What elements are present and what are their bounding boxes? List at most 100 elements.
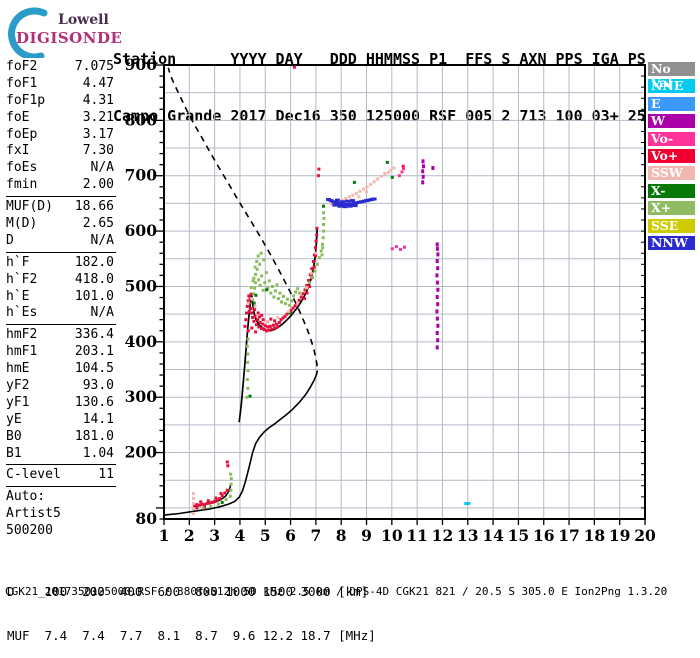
profile-bottomside xyxy=(164,370,319,516)
param-label: C-level xyxy=(6,467,61,483)
param-label: foE xyxy=(6,109,30,125)
x-axis-label: 17 xyxy=(558,526,580,545)
echo-vo-minus xyxy=(390,167,406,251)
param-row-fof1p: foF1p 4.31 xyxy=(6,93,114,110)
param-row-hmf2: hmF2 336.4 xyxy=(6,327,114,344)
param-row-fxi: fxI 7.30 xyxy=(6,143,114,160)
param-label: foEp xyxy=(6,126,38,142)
doppler-direction-legend: No ValNNE EW Vo- Vo+ SSW X- X+ SSE NNW xyxy=(648,62,695,253)
scaled-parameters-panel: foF2 7.075 foF1 4.47 foF1p 4.31 foE 3.21 foEp 3.1… xyxy=(6,59,116,540)
y-axis-label: 300 xyxy=(125,387,158,406)
plot-frame xyxy=(163,64,646,520)
param-label: foF1p xyxy=(6,92,46,108)
legend-item-nnw: NNW xyxy=(648,235,695,250)
param-value: 4.47 xyxy=(82,75,114,91)
param-label: D xyxy=(6,232,14,248)
param-label: foEs xyxy=(6,160,38,176)
param-value: 14.1 xyxy=(82,411,114,427)
param-label: h`F2 xyxy=(6,271,38,287)
param-row-ye: yE 14.1 xyxy=(6,412,114,429)
param-label: B0 xyxy=(6,428,22,444)
x-axis-label: 12 xyxy=(432,526,454,545)
param-row-foes: foEs N/A xyxy=(6,160,114,177)
param-value: 2.00 xyxy=(82,177,114,193)
legend-item-no-val: No Val xyxy=(648,62,695,90)
legend-item-x-: X+ xyxy=(648,201,695,216)
x-axis-label: 14 xyxy=(482,526,504,545)
param-label: foF1 xyxy=(6,75,38,91)
param-row-foep: foEp 3.17 xyxy=(6,127,114,144)
x-axis-label: 20 xyxy=(634,526,656,545)
param-value: 4.31 xyxy=(82,92,114,108)
param-value: 7.075 xyxy=(74,59,114,74)
param-value: N/A xyxy=(90,305,114,321)
param-row-hf: h`F 182.0 xyxy=(6,255,114,272)
param-label: yE xyxy=(6,411,22,427)
param-value: 7.30 xyxy=(82,143,114,159)
muf-distance-table: D 100 200 400 600 800 1000 1500 3000 [km… xyxy=(7,556,376,658)
x-axis-label: 11 xyxy=(406,526,428,545)
echo-x-minus xyxy=(220,160,394,504)
param-label: fmin xyxy=(6,177,38,193)
x-axis-label: 1 xyxy=(159,526,170,545)
x-axis-label: 6 xyxy=(285,526,296,545)
param-label: yF1 xyxy=(6,394,30,410)
param-row-he: h`E 101.0 xyxy=(6,289,114,306)
param-row-fmin: fmin 2.00 xyxy=(6,177,114,194)
autoscaler-line: Artist5 xyxy=(6,506,61,522)
param-value: 3.17 xyxy=(82,126,114,142)
panel-divider xyxy=(6,486,116,488)
legend-item-ssw: SSW xyxy=(648,166,695,181)
y-axis-label: 900 xyxy=(125,55,158,74)
y-axis-label: 700 xyxy=(125,166,158,185)
muf-values-row: MUF 7.4 7.4 7.7 8.1 8.7 9.6 12.2 18.7 [M… xyxy=(7,627,376,643)
legend-item-sse: SSE xyxy=(648,218,695,233)
echo-w xyxy=(421,159,440,350)
panel-divider xyxy=(6,251,116,253)
y-axis-label: 500 xyxy=(125,276,158,295)
param-value: 101.0 xyxy=(74,288,114,304)
param-value: 2.65 xyxy=(82,216,114,232)
y-axis-label: 200 xyxy=(125,443,158,462)
y-axis-label: 80 xyxy=(135,509,157,528)
param-label: h`E xyxy=(6,288,30,304)
param-row-hmf1: hmF1 203.1 xyxy=(6,344,114,361)
param-row-d: D N/A xyxy=(6,233,114,250)
param-value: 130.6 xyxy=(74,394,114,410)
param-row-hes: h`Es N/A xyxy=(6,305,114,322)
param-label: hmE xyxy=(6,361,30,377)
param-value: 182.0 xyxy=(74,254,114,270)
param-value: 18.66 xyxy=(74,199,114,215)
param-value: 93.0 xyxy=(82,378,114,394)
echo-x-plus xyxy=(201,211,326,510)
echo-nne xyxy=(464,502,471,505)
param-value: 336.4 xyxy=(74,327,114,343)
x-axis-label: 5 xyxy=(260,526,271,545)
param-label: foF2 xyxy=(6,59,38,74)
param-row-mufd: MUF(D) 18.66 xyxy=(6,199,114,216)
x-axis-label: 19 xyxy=(609,526,631,545)
panel-divider xyxy=(6,464,116,466)
param-value: N/A xyxy=(90,160,114,176)
legend-item-vo-: Vo- xyxy=(648,131,695,146)
param-row-clevel: C-level 11 xyxy=(6,467,114,484)
logo-lowell-text: Lowell xyxy=(58,12,109,28)
x-axis-label: 10 xyxy=(381,526,403,545)
legend-item-e: E xyxy=(648,96,695,111)
param-value: 181.0 xyxy=(74,428,114,444)
logo-digisonde-text: DIGISONDE xyxy=(16,29,123,47)
x-axis-label: 8 xyxy=(336,526,347,545)
x-axis-label: 18 xyxy=(584,526,606,545)
param-label: MUF(D) xyxy=(6,199,53,215)
param-row-yf1: yF1 130.6 xyxy=(6,395,114,412)
autoscaler-line: 500200 xyxy=(6,523,53,539)
param-row-fof1: foF1 4.47 xyxy=(6,76,114,93)
param-value: 3.21 xyxy=(82,109,114,125)
y-axis-label: 800 xyxy=(125,110,158,129)
y-axis-label: 400 xyxy=(125,332,158,351)
param-label: h`Es xyxy=(6,305,38,321)
param-row-b1: B1 1.04 xyxy=(6,446,114,463)
param-label: h`F xyxy=(6,254,30,270)
x-axis-label: 15 xyxy=(508,526,530,545)
param-label: hmF1 xyxy=(6,344,38,360)
